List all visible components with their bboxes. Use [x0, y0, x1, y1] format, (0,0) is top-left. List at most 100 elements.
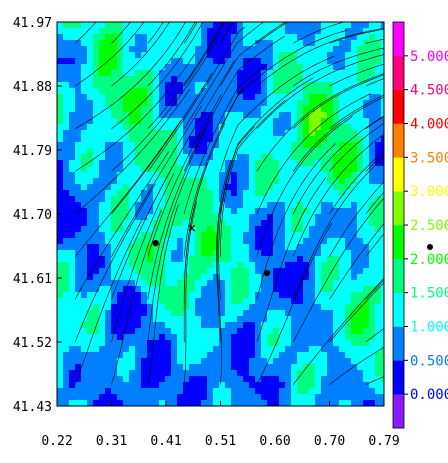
- field-cell: [159, 82, 166, 89]
- field-cell: [255, 274, 262, 281]
- field-cell: [87, 130, 94, 137]
- field-cell: [243, 148, 250, 155]
- field-cell: [315, 310, 322, 317]
- field-cell: [237, 262, 244, 269]
- colorbar-label: 0.500: [410, 353, 448, 369]
- field-cell: [81, 346, 88, 353]
- field-cell: [291, 184, 298, 191]
- field-cell: [87, 124, 94, 131]
- field-cell: [183, 232, 190, 239]
- field-cell: [267, 316, 274, 323]
- field-cell: [225, 220, 232, 227]
- field-cell: [141, 250, 148, 257]
- field-cell: [225, 352, 232, 359]
- field-cell: [339, 184, 346, 191]
- field-cell: [291, 226, 298, 233]
- field-cell: [279, 40, 286, 47]
- field-cell: [363, 52, 370, 59]
- field-cell: [297, 172, 304, 179]
- field-cell: [105, 178, 112, 185]
- field-cell: [183, 364, 190, 371]
- field-cell: [255, 100, 262, 107]
- field-cell: [99, 394, 106, 401]
- field-cell: [339, 82, 346, 89]
- field-cell: [369, 202, 376, 209]
- field-cell: [351, 388, 358, 395]
- field-cell: [309, 388, 316, 395]
- field-cell: [297, 298, 304, 305]
- field-cell: [309, 280, 316, 287]
- field-cell: [333, 94, 340, 101]
- field-cell: [381, 172, 384, 179]
- field-cell: [309, 226, 316, 233]
- field-cell: [219, 370, 226, 377]
- field-cell: [171, 328, 178, 335]
- field-cell: [351, 184, 358, 191]
- field-cell: [303, 202, 310, 209]
- field-cell: [105, 22, 112, 29]
- field-cell: [321, 340, 328, 347]
- field-cell: [285, 82, 292, 89]
- field-cell: [75, 382, 82, 389]
- field-cell: [111, 400, 118, 406]
- field-cell: [93, 232, 100, 239]
- field-cell: [363, 154, 370, 161]
- field-cell: [201, 310, 208, 317]
- field-cell: [219, 124, 226, 131]
- field-cell: [327, 208, 334, 215]
- field-cell: [69, 46, 76, 53]
- field-cell: [69, 232, 76, 239]
- field-cell: [255, 34, 262, 41]
- field-cell: [63, 232, 70, 239]
- field-cell: [345, 190, 352, 197]
- field-cell: [129, 52, 136, 59]
- field-cell: [147, 172, 154, 179]
- field-cell: [201, 88, 208, 95]
- colorbar-label: 1.500: [410, 286, 448, 302]
- field-cell: [327, 280, 334, 287]
- field-cell: [159, 262, 166, 269]
- field-cell: [291, 376, 298, 383]
- field-cell: [267, 178, 274, 185]
- field-cell: [105, 394, 112, 401]
- field-cell: [381, 370, 384, 377]
- field-cell: [315, 64, 322, 71]
- field-cell: [195, 172, 202, 179]
- field-cell: [111, 94, 118, 101]
- field-cell: [141, 376, 148, 383]
- field-cell: [381, 256, 384, 263]
- field-cell: [279, 154, 286, 161]
- field-cell: [237, 160, 244, 167]
- field-cell: [369, 154, 376, 161]
- field-cell: [141, 154, 148, 161]
- field-cell: [87, 334, 94, 341]
- field-cell: [363, 250, 370, 257]
- field-cell: [123, 52, 130, 59]
- field-cell: [75, 142, 82, 149]
- field-cell: [219, 106, 226, 113]
- field-cell: [315, 106, 322, 113]
- field-cell: [309, 142, 316, 149]
- field-cell: [117, 208, 124, 215]
- field-cell: [345, 286, 352, 293]
- field-cell: [357, 76, 364, 83]
- field-cell: [297, 364, 304, 371]
- field-cell: [363, 106, 370, 113]
- field-cell: [351, 226, 358, 233]
- field-cell: [99, 364, 106, 371]
- field-cell: [87, 112, 94, 119]
- field-cell: [189, 34, 196, 41]
- field-cell: [195, 364, 202, 371]
- field-cell: [207, 184, 214, 191]
- field-cell: [87, 292, 94, 299]
- field-cell: [135, 250, 142, 257]
- field-cell: [177, 160, 184, 167]
- field-cell: [75, 232, 82, 239]
- field-cell: [315, 388, 322, 395]
- field-cell: [255, 178, 262, 185]
- field-cell: [249, 178, 256, 185]
- field-cell: [351, 106, 358, 113]
- field-cell: [141, 178, 148, 185]
- field-cell: [297, 286, 304, 293]
- field-cell: [135, 304, 142, 311]
